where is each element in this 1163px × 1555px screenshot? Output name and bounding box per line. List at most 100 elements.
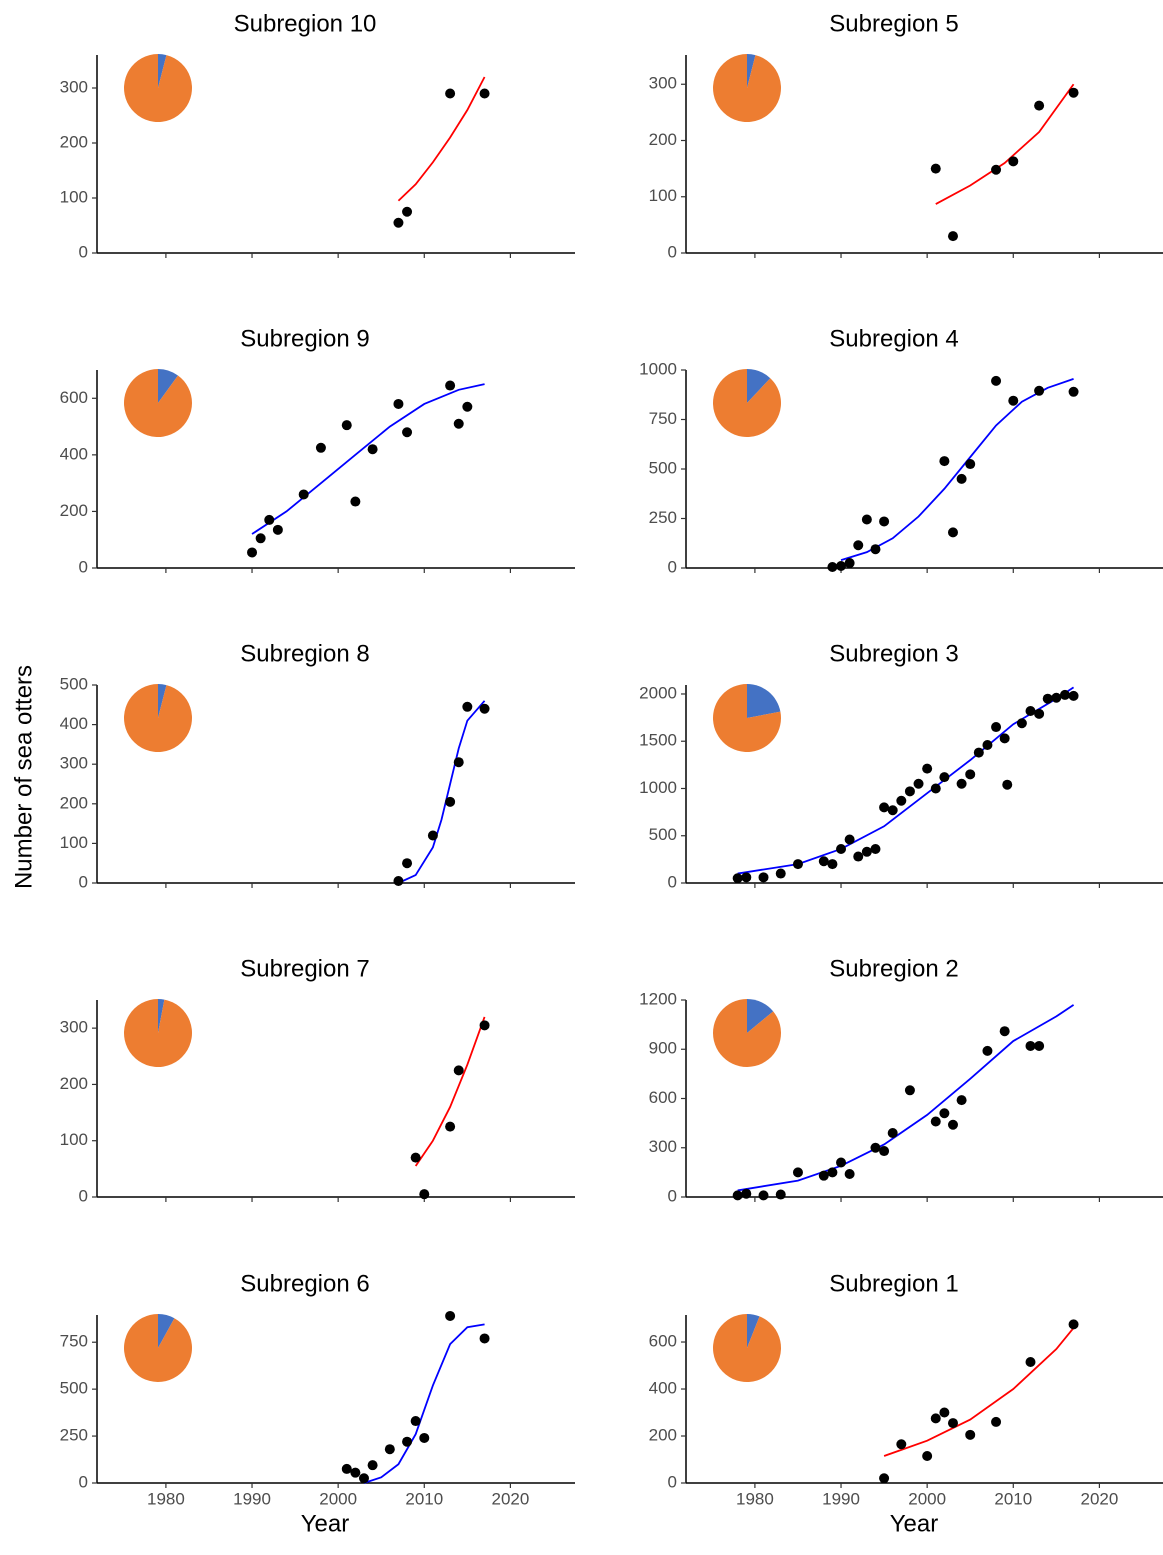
data-point xyxy=(991,375,1002,386)
data-point xyxy=(462,701,473,712)
data-point xyxy=(350,496,361,507)
data-point xyxy=(358,1473,369,1484)
data-point xyxy=(367,1460,378,1471)
pie-slice xyxy=(158,1314,175,1348)
data-point xyxy=(947,527,958,538)
data-point xyxy=(870,1142,881,1153)
data-point xyxy=(844,834,855,845)
data-point xyxy=(1034,385,1045,396)
data-point xyxy=(402,1436,413,1447)
data-point xyxy=(479,703,490,714)
data-point xyxy=(999,733,1010,744)
data-point xyxy=(853,851,864,862)
panel-title: Subregion 1 xyxy=(829,1270,958,1297)
pie-slice xyxy=(123,999,192,1067)
y-tick-label: 0 xyxy=(79,872,88,891)
data-point xyxy=(939,456,950,467)
y-axis-label: Number of sea otters xyxy=(10,665,37,889)
data-point xyxy=(410,1152,421,1163)
pie-slice xyxy=(747,1314,760,1348)
x-axis-label: Year xyxy=(301,1510,350,1537)
data-point xyxy=(393,876,404,887)
y-tick-label: 0 xyxy=(79,1472,88,1491)
data-point xyxy=(758,872,769,883)
data-point xyxy=(836,1157,847,1168)
data-point xyxy=(732,873,743,884)
y-tick-label: 600 xyxy=(60,388,88,407)
y-tick-label: 500 xyxy=(60,674,88,693)
x-tick-label: 2020 xyxy=(1080,1489,1118,1508)
y-tick-label: 300 xyxy=(60,77,88,96)
data-point xyxy=(1016,718,1027,729)
data-point xyxy=(255,533,266,544)
data-point xyxy=(836,561,847,572)
pie-slice xyxy=(713,369,782,437)
data-point xyxy=(1068,690,1079,701)
data-point xyxy=(956,778,967,789)
data-point xyxy=(956,1095,967,1106)
y-tick-label: 200 xyxy=(60,1074,88,1093)
data-point xyxy=(991,1416,1002,1427)
pie-slice xyxy=(747,999,774,1033)
pie-slice xyxy=(712,54,781,123)
y-tick-label: 400 xyxy=(60,714,88,733)
data-point xyxy=(462,401,473,412)
data-point xyxy=(1008,156,1019,167)
pie-slice xyxy=(747,684,781,718)
panel-title: Subregion 2 xyxy=(829,955,958,982)
data-point xyxy=(930,1116,941,1127)
data-point xyxy=(298,489,309,500)
data-point xyxy=(741,872,752,883)
data-point xyxy=(792,1167,803,1178)
y-tick-label: 1000 xyxy=(639,359,677,378)
data-point xyxy=(827,859,838,870)
data-point xyxy=(732,1190,743,1201)
data-point xyxy=(410,1416,421,1427)
data-point xyxy=(1042,693,1053,704)
data-point xyxy=(861,846,872,857)
data-point xyxy=(1025,1040,1036,1051)
y-tick-label: 1200 xyxy=(639,989,677,1008)
data-point xyxy=(1025,705,1036,716)
fit-line xyxy=(414,1016,486,1167)
panel-title: Subregion 10 xyxy=(234,10,377,37)
y-tick-label: 500 xyxy=(649,825,677,844)
y-tick-label: 200 xyxy=(60,132,88,151)
x-tick-label: 2020 xyxy=(491,1489,529,1508)
data-point xyxy=(879,802,890,813)
y-tick-label: 0 xyxy=(668,557,677,576)
data-point xyxy=(1008,395,1019,406)
y-tick-label: 200 xyxy=(60,501,88,520)
x-tick-label: 2010 xyxy=(405,1489,443,1508)
y-tick-label: 500 xyxy=(649,458,677,477)
data-point xyxy=(965,769,976,780)
data-point xyxy=(1025,1356,1036,1367)
data-point xyxy=(402,858,413,869)
y-tick-label: 100 xyxy=(60,187,88,206)
data-point xyxy=(947,1119,958,1130)
x-tick-label: 1990 xyxy=(822,1489,860,1508)
data-point xyxy=(264,514,275,525)
data-point xyxy=(922,1450,933,1461)
data-point xyxy=(991,164,1002,175)
y-tick-label: 600 xyxy=(649,1088,677,1107)
panel-title: Subregion 4 xyxy=(829,325,958,352)
y-tick-label: 2000 xyxy=(639,683,677,702)
data-point xyxy=(419,1189,430,1200)
y-tick-label: 0 xyxy=(79,557,88,576)
data-point xyxy=(818,856,829,867)
y-tick-label: 0 xyxy=(668,872,677,891)
x-tick-label: 1980 xyxy=(736,1489,774,1508)
pie-slice xyxy=(158,684,167,718)
y-tick-label: 100 xyxy=(60,833,88,852)
y-tick-label: 1500 xyxy=(639,731,677,750)
y-tick-label: 750 xyxy=(60,1332,88,1351)
data-point xyxy=(792,859,803,870)
data-point xyxy=(479,1020,490,1031)
data-point xyxy=(982,740,993,751)
data-point xyxy=(247,547,258,558)
y-tick-label: 0 xyxy=(668,1186,677,1205)
data-point xyxy=(758,1190,769,1201)
y-tick-label: 900 xyxy=(649,1039,677,1058)
